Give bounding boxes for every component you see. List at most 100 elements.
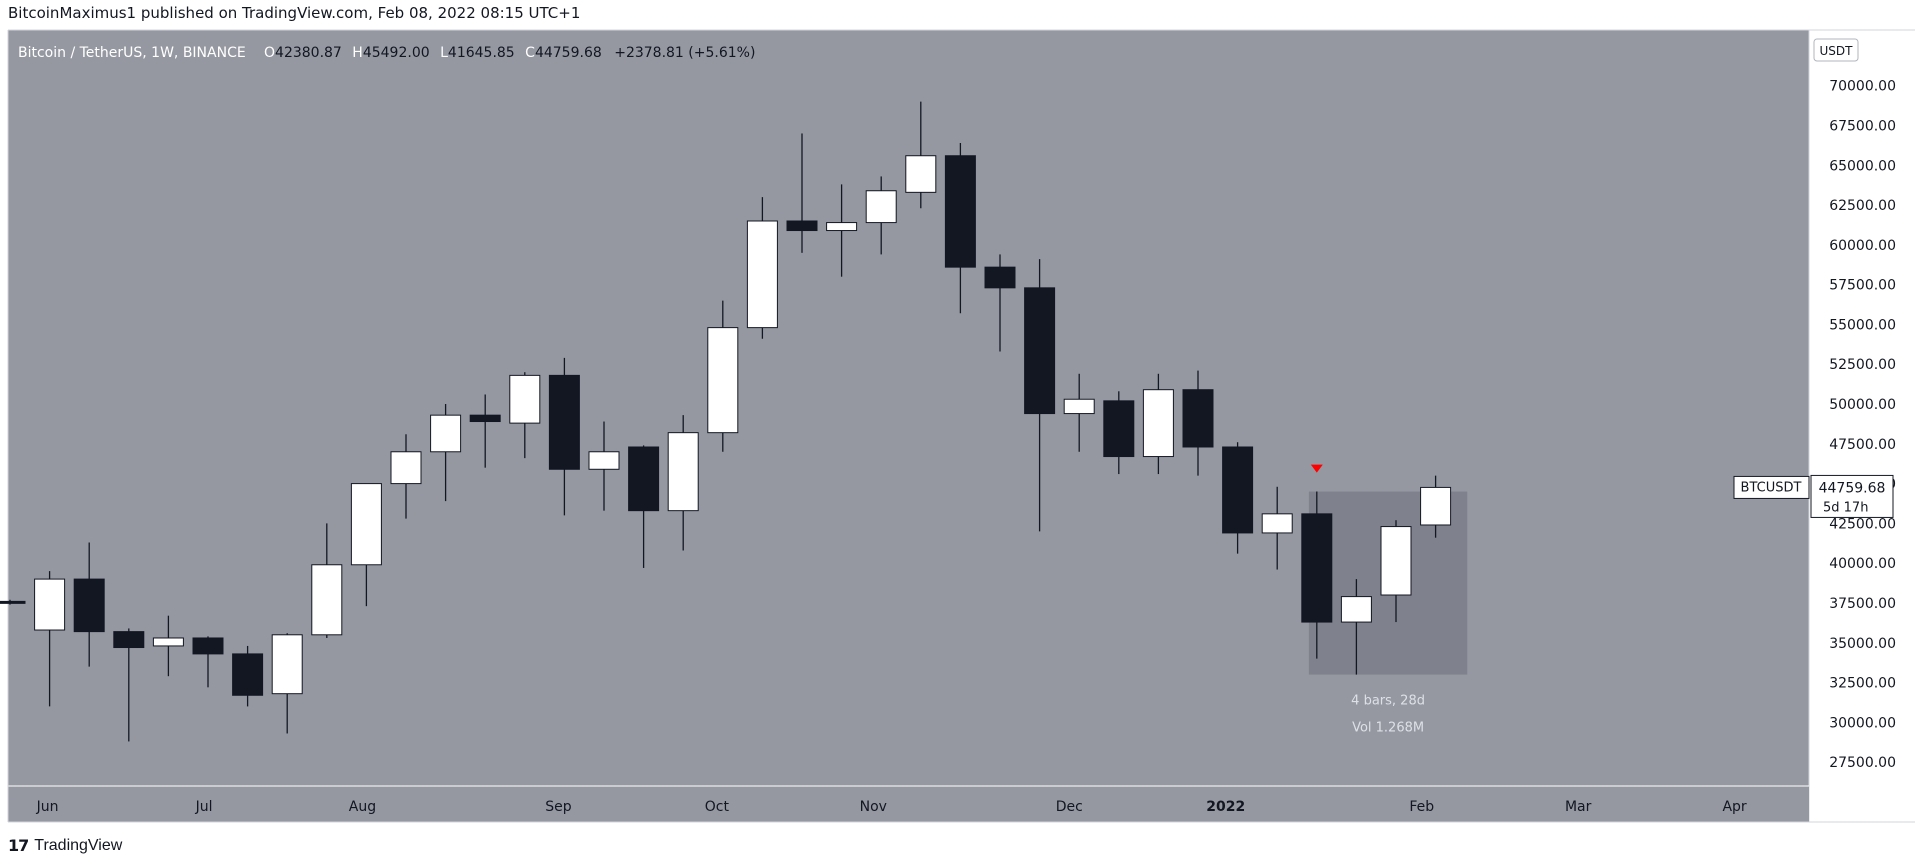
candle[interactable] <box>1261 486 1293 570</box>
candle-body-up <box>152 637 184 647</box>
candle-body-down <box>548 374 580 470</box>
candle[interactable] <box>1182 370 1214 476</box>
candle[interactable] <box>826 184 858 277</box>
candle[interactable] <box>786 133 818 253</box>
candle[interactable] <box>311 523 343 638</box>
candle-body-down <box>192 637 224 655</box>
close-label: C <box>525 45 535 61</box>
time-tick-label: 2022 <box>1206 799 1245 815</box>
candle-body-down <box>1222 446 1254 534</box>
candle[interactable] <box>1024 259 1056 532</box>
candle[interactable] <box>113 628 145 742</box>
time-tick-label: Mar <box>1565 799 1592 815</box>
candle-body-up <box>1340 596 1372 623</box>
price-tick-label: 32500.00 <box>1829 676 1896 692</box>
tradingview-logo-icon: 17 <box>8 836 29 855</box>
candle[interactable] <box>0 599 26 605</box>
candle[interactable] <box>865 176 897 255</box>
last-price-tag[interactable]: 44759.68 5d 17h <box>1810 474 1894 518</box>
candle-body-down <box>984 266 1016 289</box>
price-tick-label: 62500.00 <box>1829 198 1896 214</box>
time-tick-label: Jun <box>36 799 59 815</box>
candle[interactable] <box>984 254 1016 352</box>
candle[interactable] <box>1420 475 1452 538</box>
price-tick-label: 67500.00 <box>1829 118 1896 134</box>
price-tick-label: 50000.00 <box>1829 397 1896 413</box>
candle[interactable] <box>1340 579 1372 675</box>
price-tick-label: 55000.00 <box>1829 317 1896 333</box>
candle[interactable] <box>707 300 739 452</box>
candle[interactable] <box>271 633 303 734</box>
candle[interactable] <box>1301 491 1333 659</box>
candle-body-up <box>509 374 541 424</box>
candle[interactable] <box>905 101 937 209</box>
close-value: 44759.68 <box>535 45 602 61</box>
symbol-price-tag[interactable]: BTCUSDT <box>1733 475 1810 499</box>
candle[interactable] <box>1222 442 1254 554</box>
candle[interactable] <box>1063 373 1095 452</box>
candle[interactable] <box>192 636 224 688</box>
ohlc-values: O42380.87 H45492.00 L41645.85 C44759.68 … <box>264 45 755 61</box>
price-tick-label: 37500.00 <box>1829 596 1896 612</box>
low-value: 41645.85 <box>448 45 515 61</box>
candle-body-down <box>1182 389 1214 448</box>
candle[interactable] <box>628 445 660 568</box>
bar-countdown-label: 5d 17h <box>1823 500 1868 515</box>
candle[interactable] <box>588 421 620 511</box>
candle-body-up <box>1063 398 1095 415</box>
candle[interactable] <box>390 434 422 519</box>
candle[interactable] <box>1142 373 1174 475</box>
candle[interactable] <box>232 645 264 707</box>
candle[interactable] <box>34 571 66 707</box>
candle-body-up <box>826 222 858 232</box>
candle[interactable] <box>430 404 462 502</box>
symbol-legend[interactable]: Bitcoin / TetherUS, 1W, BINANCE O42380.8… <box>18 45 755 61</box>
price-tick-label: 70000.00 <box>1829 79 1896 95</box>
candle[interactable] <box>667 415 699 551</box>
candle-body-up <box>1261 513 1293 534</box>
candle-body-down <box>0 600 26 604</box>
candle-body-up <box>34 578 66 631</box>
candle[interactable] <box>548 357 580 516</box>
range-volume-label: Vol 1.268M <box>1352 721 1424 736</box>
price-tick-label: 60000.00 <box>1829 238 1896 254</box>
candle-body-up <box>588 451 620 470</box>
price-axis[interactable] <box>1809 30 1915 786</box>
time-tick-label: Oct <box>705 799 730 815</box>
price-tick-label: 52500.00 <box>1829 357 1896 373</box>
candle-body-down <box>1103 400 1135 458</box>
candle-body-down <box>1301 513 1333 623</box>
signal-marker <box>1310 464 1323 473</box>
open-value: 42380.87 <box>275 45 342 61</box>
high-label: H <box>352 45 363 61</box>
candlestick-series[interactable] <box>0 101 1452 742</box>
tradingview-brand-label: TradingView <box>34 836 123 854</box>
currency-badge[interactable]: USDT <box>1813 38 1859 62</box>
candle[interactable] <box>73 542 105 667</box>
candle[interactable] <box>944 143 976 314</box>
price-chart[interactable]: 27500.00 30000.00 32500.00 35000.00 37500.00… <box>0 0 1915 830</box>
candle[interactable] <box>469 394 501 468</box>
change-value: +2378.81 (+5.61%) <box>614 45 755 61</box>
candle-body-up <box>1142 389 1174 458</box>
candle-body-up <box>390 451 422 485</box>
currency-badge-label: USDT <box>1820 44 1854 58</box>
candle[interactable] <box>350 483 382 607</box>
candle[interactable] <box>509 372 541 459</box>
candle-body-down <box>628 446 660 512</box>
candle[interactable] <box>1103 391 1135 475</box>
candle-body-up <box>707 327 739 434</box>
time-tick-label: Nov <box>860 799 887 815</box>
published-info: BitcoinMaximus1 published on TradingView… <box>8 4 581 22</box>
candle-body-up <box>746 220 778 329</box>
time-axis-ticks: Jun Jul Aug Sep Oct Nov Dec 2022 Feb Mar Apr <box>36 799 1747 815</box>
candle[interactable] <box>152 615 184 677</box>
tradingview-logo[interactable]: 17 TradingView <box>8 836 122 855</box>
candle[interactable] <box>1380 520 1412 623</box>
time-tick-label: Feb <box>1409 799 1434 815</box>
candle[interactable] <box>746 197 778 339</box>
time-tick-label: Dec <box>1056 799 1083 815</box>
time-tick-label: Jul <box>195 799 213 815</box>
last-price-label: 44759.68 <box>1819 480 1886 496</box>
time-axis[interactable] <box>8 786 1809 822</box>
